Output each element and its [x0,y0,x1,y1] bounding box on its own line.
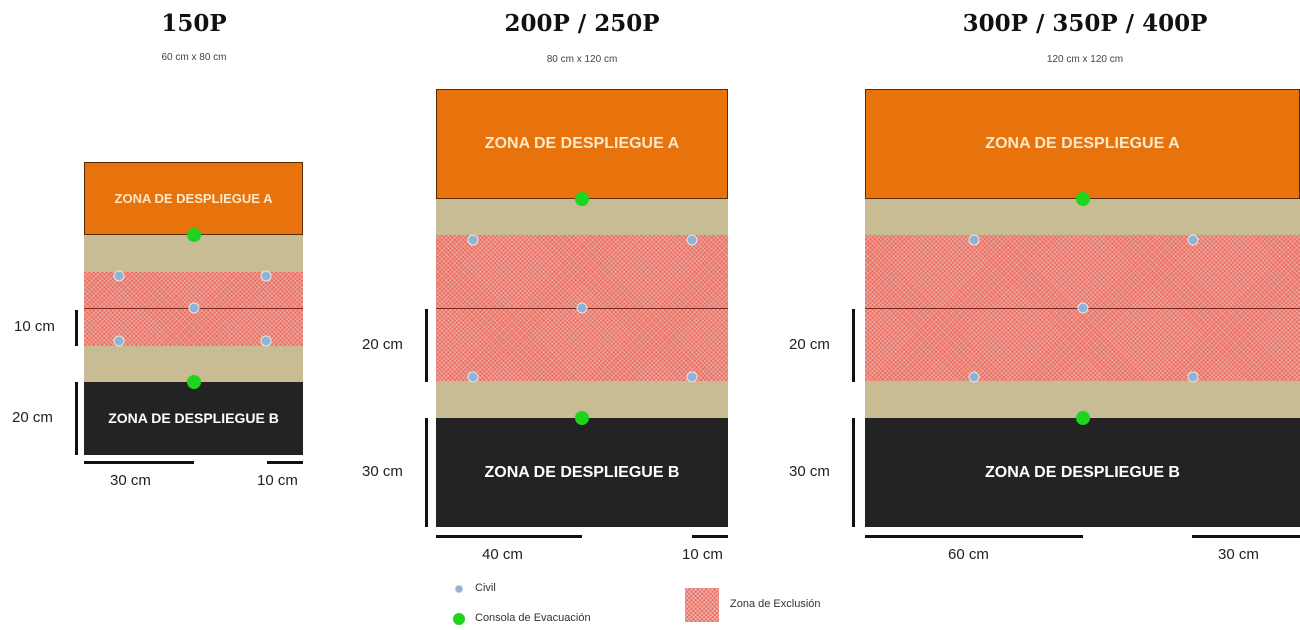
dimension-label: 10 cm [14,318,55,335]
evacuation-console-icon [187,228,201,242]
dimension-line [692,535,728,538]
zone-a-label: ZONA DE DESPLIEGUE A [985,135,1180,152]
board-300p-title: 300P / 350P / 400P [962,10,1208,37]
civilian-icon [113,335,125,347]
zone-a-label: ZONA DE DESPLIEGUE A [484,135,680,152]
dimension-line [852,309,855,382]
board-200p-size: 80 cm x 120 cm [546,54,618,65]
board-200p-title: 200P / 250P [504,10,660,37]
zone-b-label: ZONA DE DESPLIEGUE B [985,464,1180,481]
zone-b-label: ZONA DE DESPLIEGUE B [108,410,279,426]
dimension-line [425,309,428,382]
deployment-zone-a: ZONA DE DESPLIEGUE A [436,89,728,199]
civilian-icon [1187,371,1199,383]
dimension-line [436,535,582,538]
civilian-icon [454,584,464,594]
dimension-line [75,310,78,346]
dimension-label: 20 cm [362,336,403,353]
board-150p-size: 60 cm x 80 cm [161,52,227,63]
dimension-label: 20 cm [789,336,830,353]
dimension-line [865,535,1083,538]
dimension-line [852,418,855,527]
deployment-zone-b: ZONA DE DESPLIEGUE B [436,418,728,527]
civilian-icon [260,270,272,282]
board-300p-400p: ZONA DE DESPLIEGUE A ZONA DE DESPLIEGUE … [865,89,1300,527]
civilian-icon [1077,302,1089,314]
dimension-line [425,418,428,527]
civilian-icon [467,371,479,383]
civilian-icon [260,335,272,347]
deployment-zone-b: ZONA DE DESPLIEGUE B [865,418,1300,527]
dimension-line [75,382,78,455]
evacuation-console-icon [1076,411,1090,425]
evacuation-console-icon [575,411,589,425]
dimension-line [267,461,303,464]
dimension-line [84,461,194,464]
civilian-icon [576,302,588,314]
board-150p: ZONA DE DESPLIEGUE A ZONA DE DESPLIEGUE … [84,162,303,455]
evacuation-console-icon [187,375,201,389]
dimension-label: 10 cm [257,472,298,489]
deployment-zone-a: ZONA DE DESPLIEGUE A [865,89,1300,199]
board-150p-title: 150P [161,10,227,37]
board-300p-size: 120 cm x 120 cm [1046,54,1124,65]
evacuation-console-icon [1076,192,1090,206]
deployment-zone-a: ZONA DE DESPLIEGUE A [84,162,303,235]
dimension-label: 10 cm [682,546,723,563]
dimension-label: 40 cm [482,546,523,563]
legend-civil-label: Civil [475,582,496,594]
civilian-icon [467,234,479,246]
zone-b-label: ZONA DE DESPLIEGUE B [484,464,680,481]
civilian-icon [686,234,698,246]
dimension-label: 30 cm [789,463,830,480]
civilian-icon [188,302,200,314]
board-200p-250p: ZONA DE DESPLIEGUE A ZONA DE DESPLIEGUE … [436,89,728,527]
legend-console-label: Consola de Evacuación [475,612,591,624]
zone-a-label: ZONA DE DESPLIEGUE A [114,191,273,206]
exclusion-zone-swatch [685,588,719,622]
civilian-icon [1187,234,1199,246]
evacuation-console-icon [575,192,589,206]
dimension-label: 30 cm [110,472,151,489]
civilian-icon [968,371,980,383]
civilian-icon [968,234,980,246]
dimension-line [1192,535,1300,538]
dimension-label: 30 cm [362,463,403,480]
dimension-label: 20 cm [12,409,53,426]
civilian-icon [113,270,125,282]
deployment-zone-b: ZONA DE DESPLIEGUE B [84,382,303,455]
civilian-icon [686,371,698,383]
legend-exclusion-label: Zona de Exclusión [730,598,821,610]
dimension-label: 60 cm [948,546,989,563]
dimension-label: 30 cm [1218,546,1259,563]
evacuation-console-icon [453,613,465,625]
